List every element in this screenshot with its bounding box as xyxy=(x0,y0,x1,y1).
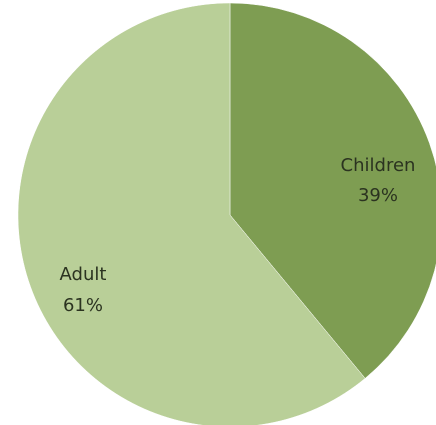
pie-slice-adult xyxy=(17,2,366,425)
pie-slices xyxy=(17,2,436,425)
slice-label-children-value: 39% xyxy=(358,185,398,206)
slice-label-adult-name: Adult xyxy=(60,264,107,285)
pie-slice-children xyxy=(229,2,436,379)
slice-label-adult-value: 61% xyxy=(63,295,103,316)
slice-label-children-name: Children xyxy=(341,155,416,176)
pie-labels: Children 39% Adult 61% xyxy=(60,155,416,316)
